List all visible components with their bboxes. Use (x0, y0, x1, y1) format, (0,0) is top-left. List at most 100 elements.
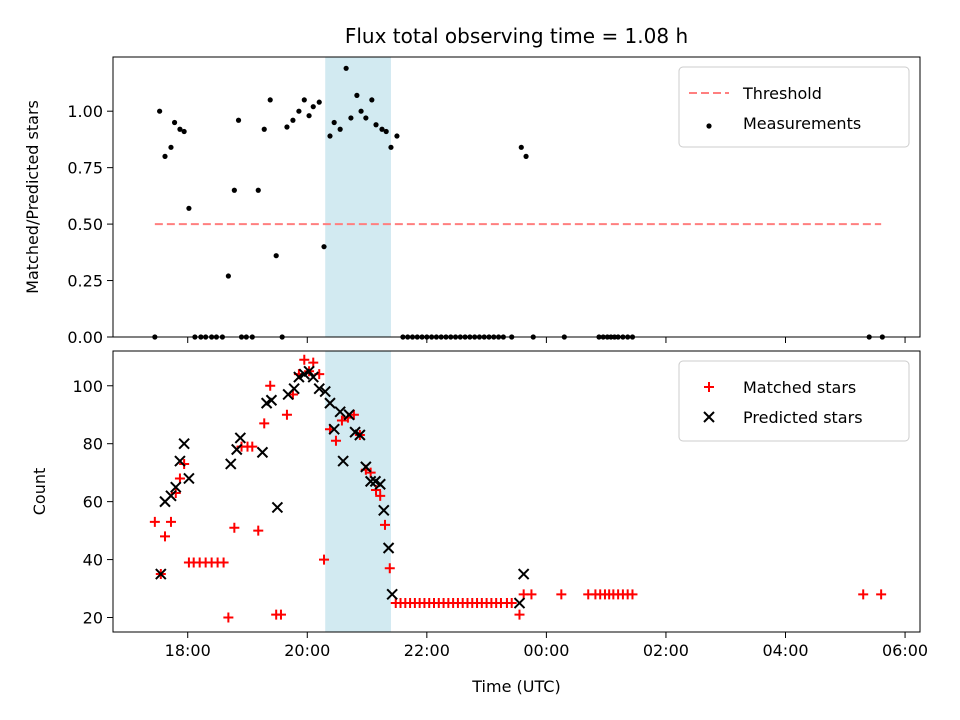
x-tick-label: 00:00 (523, 641, 569, 660)
measurement-point (171, 119, 178, 126)
predicted-star-point (293, 371, 305, 383)
axes-frame (112, 350, 921, 633)
y-tick-label: 1.00 (67, 102, 103, 121)
legend-label: Predicted stars (743, 408, 863, 427)
legend-label: Threshold (742, 84, 822, 103)
measurement-point (518, 144, 524, 150)
x-tick-label: 02:00 (643, 641, 689, 660)
x-tick-label: 06:00 (882, 641, 928, 660)
x-tick-label: 20:00 (284, 641, 330, 660)
measurement-point (290, 117, 296, 123)
predicted-star-point (319, 385, 331, 398)
measurement-point (186, 205, 192, 211)
predicted-star-point (178, 437, 190, 450)
matched-star-point (336, 415, 347, 426)
predicted-star-point (328, 423, 340, 435)
measurement-point (373, 122, 379, 128)
measurement-point (354, 92, 360, 98)
measurement-point (261, 126, 267, 132)
predicted-star-point (360, 461, 372, 473)
matched-star-point (299, 354, 310, 365)
predicted-star-point (382, 542, 395, 554)
predicted-star-point (256, 446, 269, 459)
predicted-star-point (364, 475, 377, 488)
x-tick-label: 04:00 (762, 641, 808, 660)
predicted-star-point (288, 382, 300, 395)
measurement-point (168, 144, 174, 150)
predicted-star-point (170, 481, 182, 493)
legend: Matched stars Predicted stars (678, 360, 910, 442)
matched-star-point (218, 557, 229, 568)
matched-star-point (160, 531, 171, 542)
matched-star-point (627, 589, 638, 600)
matched-star-point (514, 609, 525, 620)
predicted-star-point (334, 406, 346, 418)
measurement-point (235, 117, 242, 123)
predicted-star-point (374, 478, 386, 490)
predicted-star-point (225, 458, 237, 470)
predicted-star-point (265, 394, 278, 406)
measurement-point (267, 97, 273, 103)
top-panel-flux-ratio: 0.00 0.25 0.50 0.75 1.00 Matched/Predicted st… (23, 24, 921, 347)
y-tick-label: 0.50 (67, 215, 103, 234)
matched-star-point (348, 409, 359, 420)
x-axis-label: Time (UTC) (471, 677, 560, 696)
matched-star-point (259, 418, 270, 429)
predicted-star-point (378, 504, 390, 517)
matched-star-point (371, 485, 382, 496)
matched-star-point (170, 487, 181, 498)
predicted-star-point (231, 443, 243, 456)
y-tick-label: 0.00 (67, 328, 103, 347)
matched-star-point (319, 554, 330, 565)
measurement-point (181, 128, 187, 135)
predicted-star-point (234, 432, 247, 444)
measurement-point (310, 104, 316, 110)
predicted-star-point (183, 472, 195, 485)
matched-star-point (253, 525, 264, 536)
measurement-point (296, 108, 302, 114)
measurement-point (231, 187, 237, 193)
chart-title: Flux total observing time = 1.08 h (345, 24, 688, 48)
y-axis-label: Matched/Predicted stars (23, 100, 42, 294)
measurement-point (306, 113, 312, 119)
measurement-point (394, 133, 400, 139)
legend-matched-swatch (704, 382, 714, 392)
shaded-span (325, 57, 391, 337)
y-tick-label: 0.75 (67, 159, 103, 178)
matched-star-point (876, 589, 887, 600)
predicted-star-point (313, 382, 325, 395)
bottom-panel-star-counts: 20 40 60 80 100 18:00 20:00 22:00 00:00 02:00 04:0… (30, 350, 928, 696)
measurement-point (284, 124, 290, 130)
legend-predicted-swatch (703, 411, 715, 423)
matched-star-point (365, 467, 376, 478)
measurement-point (523, 153, 529, 159)
measurement-point (343, 65, 349, 71)
predicted-star-point (337, 455, 349, 467)
legend-box (678, 360, 910, 442)
x-tick-label: 18:00 (165, 641, 211, 660)
matched-star-point (526, 589, 537, 600)
measurement-point (363, 115, 369, 121)
y-tick-label: 0.25 (67, 272, 103, 291)
matched-star-point (275, 609, 286, 620)
y-tick-label: 60 (83, 493, 103, 512)
measurement-point (177, 126, 183, 132)
measurement-point (337, 126, 343, 132)
predicted-star-point (354, 429, 366, 441)
measurement-point (383, 128, 389, 135)
measurement-point (162, 153, 168, 159)
matched-star-point (330, 435, 341, 446)
y-tick-label: 80 (83, 435, 103, 454)
y-tick-label: 20 (83, 609, 103, 628)
matched-star-point (149, 516, 160, 527)
predicted-star-point (303, 365, 315, 377)
predicted-star-point (307, 371, 319, 383)
measurement-point (301, 97, 307, 103)
predicted-star-point (174, 455, 186, 467)
predicted-star-point (386, 588, 398, 601)
y-axis-label: Count (30, 468, 49, 516)
predicted-star-point (517, 568, 530, 580)
matched-star-point (265, 380, 276, 391)
matched-star-point (165, 516, 176, 527)
y-tick-label: 100 (72, 377, 103, 396)
